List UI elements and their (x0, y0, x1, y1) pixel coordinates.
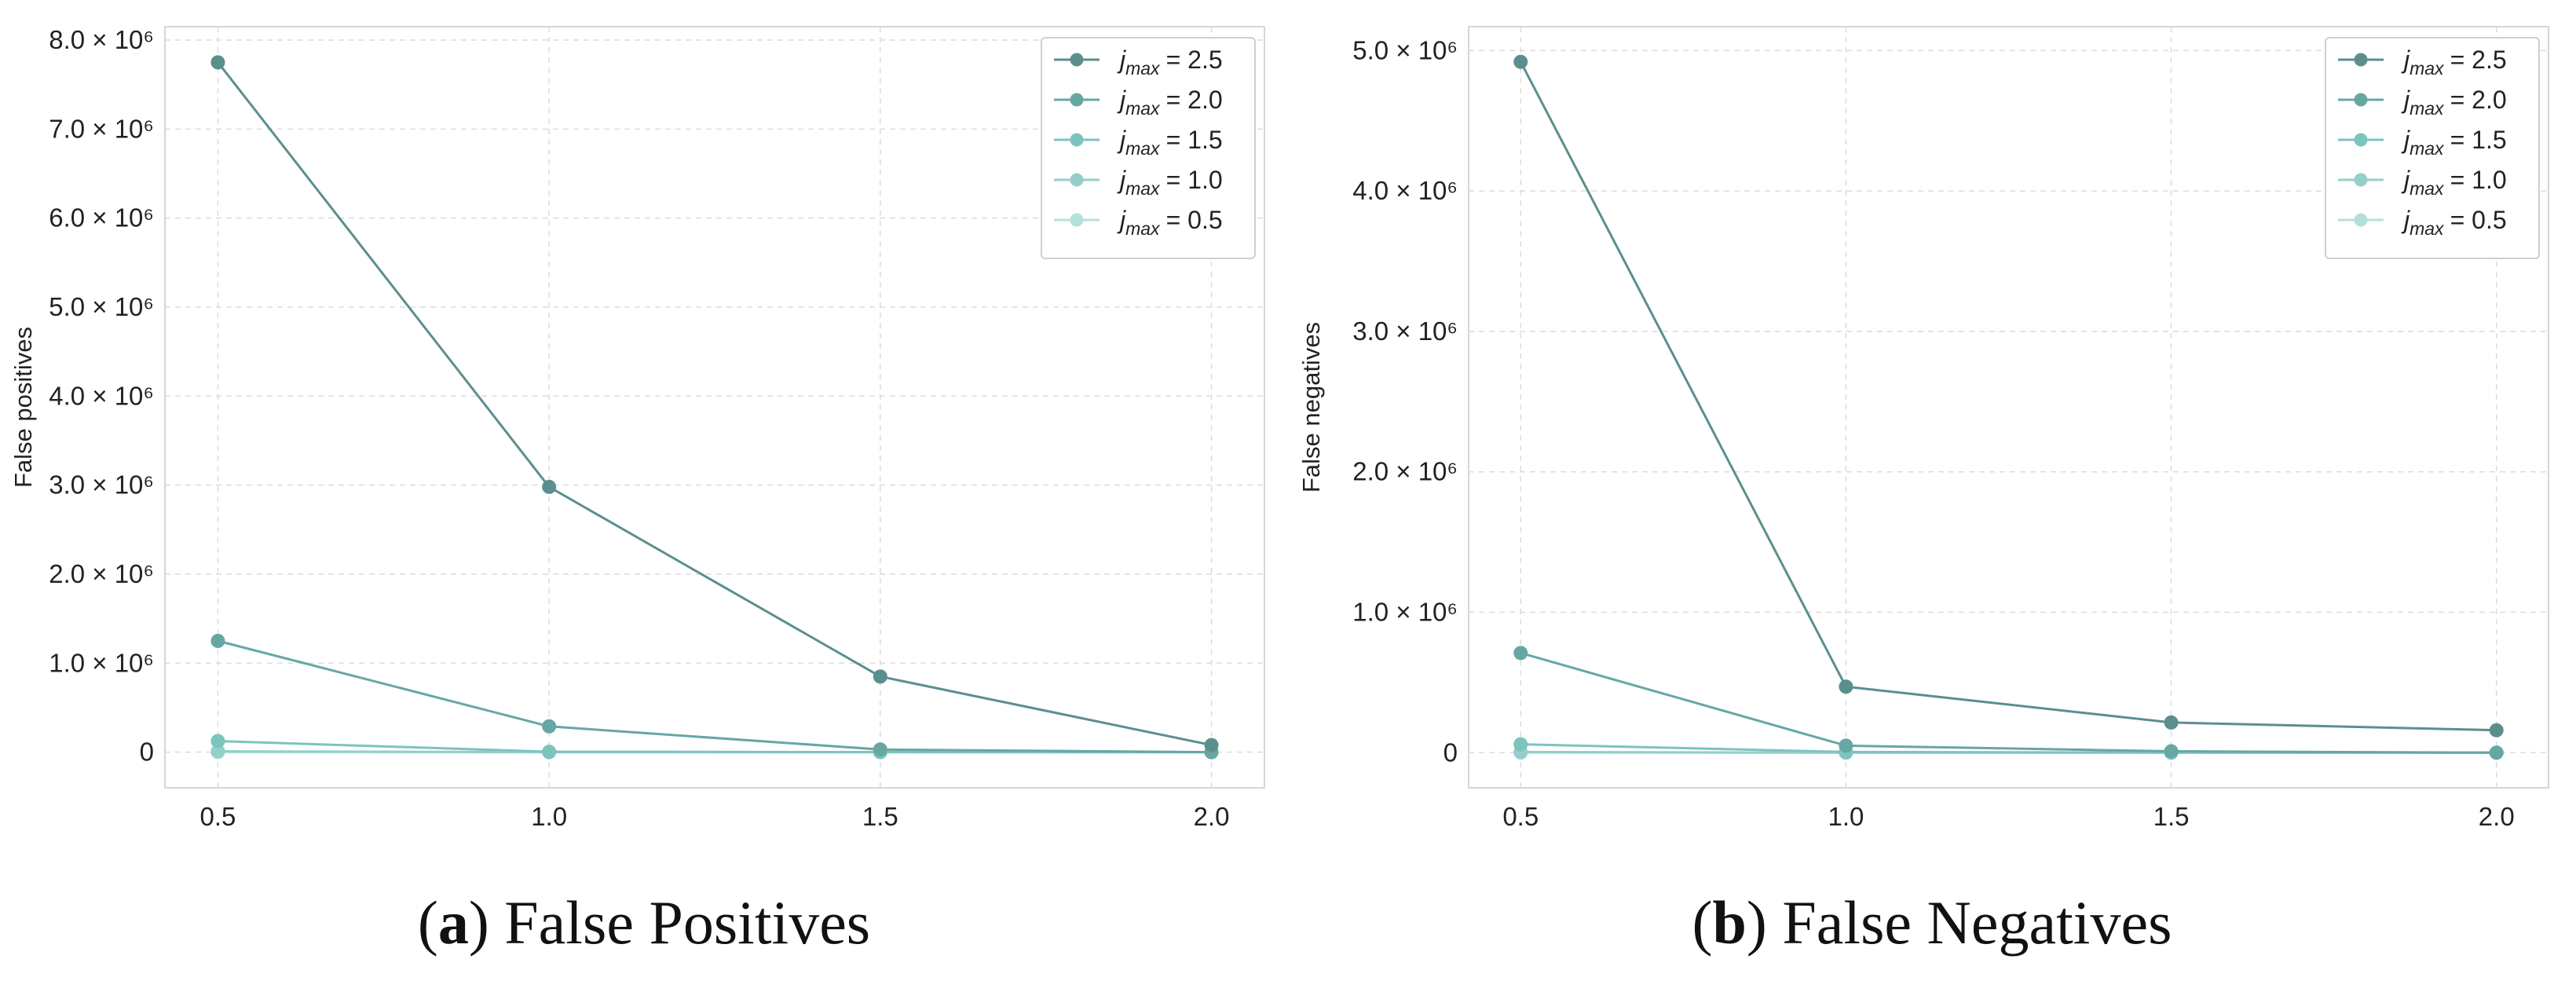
legend-swatch-marker (1070, 133, 1084, 147)
chart-false-negatives: 0 1.0 × 10⁶ 2.0 × 10⁶ 3.0 × 10⁶ 4.0 × 10⁶ 5.0… (1297, 26, 2549, 831)
y-axis-label: False positives (9, 327, 37, 488)
data-point (210, 55, 225, 70)
legend-label: jmax = 1.0 (2401, 166, 2507, 199)
y-tick-label: 7.0 × 10⁶ (49, 114, 154, 143)
x-tick-label: 2.0 (1194, 802, 1230, 831)
y-tick-label: 8.0 × 10⁶ (49, 25, 154, 54)
data-point (2489, 723, 2504, 738)
legend-label: jmax = 2.5 (2401, 46, 2507, 79)
y-tick-label: 5.0 × 10⁶ (49, 292, 154, 321)
legend-swatch-marker (1070, 53, 1084, 67)
caption-text: False Negatives (1782, 888, 2172, 957)
legend-swatch-marker (2354, 173, 2368, 187)
data-point (542, 479, 557, 494)
data-point (210, 734, 225, 749)
data-point (210, 634, 225, 648)
y-tick-label: 0 (1444, 738, 1458, 767)
data-point (2164, 744, 2179, 759)
legend-swatch-marker (1070, 173, 1084, 187)
caption-letter: a (437, 888, 469, 957)
series-line (1520, 651, 2497, 754)
y-tick-label: 0 (140, 738, 154, 767)
legend-box (2325, 37, 2540, 259)
y-tick-label: 6.0 × 10⁶ (49, 203, 154, 232)
y-tick-label: 1.0 × 10⁶ (49, 648, 154, 677)
series-line (218, 740, 1212, 754)
caption-text: False Positives (504, 888, 871, 957)
y-tick-label: 4.0 × 10⁶ (1352, 176, 1458, 205)
legend-label: jmax = 1.5 (2401, 126, 2507, 159)
data-point (1513, 737, 1528, 752)
data-point (2164, 715, 2179, 730)
legend-label: jmax = 0.5 (1117, 206, 1223, 239)
x-tick-label: 0.5 (200, 802, 236, 831)
data-point (2489, 745, 2504, 760)
data-point (873, 669, 887, 684)
x-tick-label: 0.5 (1502, 802, 1539, 831)
legend-swatch-marker (1070, 213, 1084, 227)
caption-false-positives: (a) False Positives (417, 888, 871, 957)
legend-swatch-marker (1070, 93, 1084, 107)
legend-swatch-marker (2354, 93, 2368, 107)
data-point (1839, 679, 1853, 694)
y-tick-label: 3.0 × 10⁶ (49, 470, 154, 500)
data-point (1839, 738, 1853, 753)
chart-false-positives: 0 1.0 × 10⁶ 2.0 × 10⁶ 3.0 × 10⁶ 4.0 × 10⁶ 5.0… (9, 25, 1265, 831)
x-tick-label: 1.5 (2153, 802, 2190, 831)
legend-label: jmax = 2.5 (1117, 46, 1223, 79)
data-point (542, 745, 557, 760)
data-point (542, 719, 557, 734)
data-point (873, 742, 887, 757)
x-tick-label: 1.0 (531, 802, 567, 831)
series-line (217, 61, 1212, 747)
legend-box (1041, 37, 1256, 259)
data-point (1204, 738, 1219, 752)
y-tick-label: 2.0 × 10⁶ (49, 559, 154, 588)
data-point (1513, 54, 1528, 69)
x-tick-label: 1.5 (862, 802, 898, 831)
y-tick-label: 4.0 × 10⁶ (49, 381, 154, 410)
caption-false-negatives: (b) False Negatives (1692, 888, 2172, 957)
panel-false-negatives: 0 1.0 × 10⁶ 2.0 × 10⁶ 3.0 × 10⁶ 4.0 × 10⁶ 5.0… (1288, 0, 2576, 981)
y-tick-label: 2.0 × 10⁶ (1352, 457, 1458, 486)
y-axis-label: False negatives (1297, 322, 1325, 492)
series-line (218, 639, 1212, 754)
legend-swatch-marker (2354, 213, 2368, 227)
legend-swatch-marker (2354, 133, 2368, 147)
x-tick-label: 2.0 (2479, 802, 2515, 831)
x-tick-label: 1.0 (1828, 802, 1864, 831)
caption-letter: b (1712, 888, 1747, 957)
legend-swatch-marker (2354, 53, 2368, 67)
series-line (1519, 61, 2497, 732)
data-point (1513, 646, 1528, 661)
panel-false-positives: 0 1.0 × 10⁶ 2.0 × 10⁶ 3.0 × 10⁶ 4.0 × 10⁶ 5.0… (9, 25, 1265, 957)
y-tick-label: 5.0 × 10⁶ (1352, 35, 1458, 64)
y-tick-label: 3.0 × 10⁶ (1352, 317, 1458, 346)
y-tick-label: 1.0 × 10⁶ (1352, 598, 1458, 627)
legend-label: jmax = 2.0 (2401, 86, 2507, 119)
